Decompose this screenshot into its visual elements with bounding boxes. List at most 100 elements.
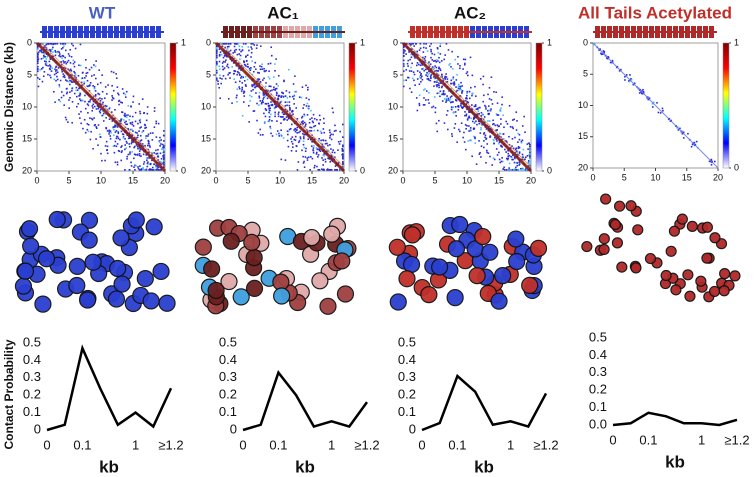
heatmap-speck <box>519 163 521 165</box>
heatmap-speck <box>137 167 140 170</box>
heatmap-speck <box>313 144 315 147</box>
heatmap-speck <box>91 118 94 121</box>
heatmap-speck <box>106 130 109 132</box>
heatmap-speck <box>640 91 642 93</box>
heatmap-speck <box>342 154 344 156</box>
heatmap-speck <box>710 163 713 166</box>
heatmap-speck <box>648 97 651 100</box>
heatmap-speck <box>147 133 150 136</box>
heatmap-speck <box>296 117 299 120</box>
heatmap-speck <box>158 161 161 163</box>
heatmap-speck <box>443 97 446 100</box>
heatmap-speck <box>49 58 52 60</box>
heatmap-speck <box>475 163 478 166</box>
heatmap-speck <box>160 158 163 160</box>
heatmap-speck <box>511 126 514 128</box>
heatmap-speck <box>112 126 115 128</box>
heatmap-speck <box>158 141 161 143</box>
heatmap-speck <box>51 48 53 51</box>
heatmap-speck <box>241 49 244 52</box>
heatmap-speck <box>441 74 443 76</box>
heatmap-speck <box>80 122 82 125</box>
heatmap-speck <box>88 84 91 87</box>
heatmap-speck <box>442 80 445 82</box>
heatmap-speck <box>97 107 99 110</box>
heatmap-speck <box>425 99 427 101</box>
heatmap-speck <box>332 149 334 151</box>
heatmap-speck <box>147 161 149 163</box>
heatmap-speck <box>103 97 106 100</box>
heatmap-speck <box>135 144 138 146</box>
heatmap-speck <box>228 72 231 74</box>
heatmap-speck <box>463 141 466 143</box>
heatmap-speck <box>606 57 609 60</box>
heatmap-speck <box>121 133 124 135</box>
heatmap-speck <box>253 65 256 68</box>
heatmap-speck <box>479 152 481 154</box>
heatmap-speck <box>70 55 73 58</box>
heatmap-speck <box>439 95 441 98</box>
heatmap-speck <box>322 159 324 161</box>
heatmap-speck <box>76 89 79 91</box>
heatmap-speck <box>249 69 252 72</box>
heatmap-speck <box>327 169 329 171</box>
heatmap-speck <box>124 148 126 151</box>
heatmap-speck <box>448 64 450 66</box>
heatmap-speck <box>159 162 161 165</box>
heatmap-speck <box>519 167 522 170</box>
heatmap-speck <box>431 59 434 61</box>
heatmap-speck <box>471 120 474 123</box>
heatmap-speck <box>446 110 449 112</box>
heatmap-speck <box>117 92 119 95</box>
heatmap-speck <box>504 169 506 171</box>
heatmap-speck <box>275 94 278 97</box>
heatmap-speck <box>468 97 471 100</box>
heatmap-speck <box>132 95 135 98</box>
heatmap-speck <box>302 120 304 122</box>
heatmap-speck <box>710 158 713 161</box>
heatmap-speck <box>265 89 268 92</box>
heatmap-speck <box>419 74 422 77</box>
heatmap-speck <box>239 54 242 57</box>
nucleosome <box>613 200 626 212</box>
heatmap-speck <box>116 86 119 88</box>
heatmap-speck <box>284 105 287 107</box>
heatmap-speck <box>620 68 622 71</box>
heatmap-speck <box>492 138 495 141</box>
heatmap-speck <box>282 113 285 116</box>
heatmap-speck <box>73 92 76 95</box>
heatmap-speck <box>123 114 126 117</box>
nucleosome <box>232 288 250 306</box>
heatmap-speck <box>483 146 485 149</box>
heatmap-speck <box>142 168 145 171</box>
heatmap-speck <box>293 129 295 131</box>
x-tick-label: 0 <box>400 175 405 185</box>
heatmap-speck <box>500 145 502 147</box>
heatmap-speck <box>294 135 297 138</box>
heatmap-speck <box>68 99 70 101</box>
heatmap-speck <box>473 128 475 130</box>
heatmap-speck <box>521 169 523 171</box>
heatmap-speck <box>425 74 427 76</box>
heatmap-speck <box>84 77 86 79</box>
heatmap-speck <box>216 51 218 53</box>
heatmap-speck <box>438 66 440 69</box>
heatmap-speck <box>93 64 95 66</box>
heatmap-speck <box>411 43 413 45</box>
heatmap-speck <box>430 77 432 79</box>
nucleosome <box>684 290 696 302</box>
heatmap-speck <box>437 67 440 70</box>
heatmap-speck <box>465 113 468 116</box>
heatmap-speck <box>37 52 39 55</box>
contact-line <box>612 411 738 427</box>
heatmap-speck <box>90 75 93 77</box>
heatmap-speck <box>473 117 476 119</box>
heatmap-speck <box>282 118 285 121</box>
heatmap-speck <box>641 90 643 92</box>
nucleosome <box>600 193 612 205</box>
heatmap-speck <box>322 164 324 166</box>
heatmap-speck <box>416 50 419 53</box>
heatmap-speck <box>527 165 530 167</box>
y-tick-label: 0.2 <box>219 387 237 402</box>
heatmap-speck <box>218 60 221 63</box>
